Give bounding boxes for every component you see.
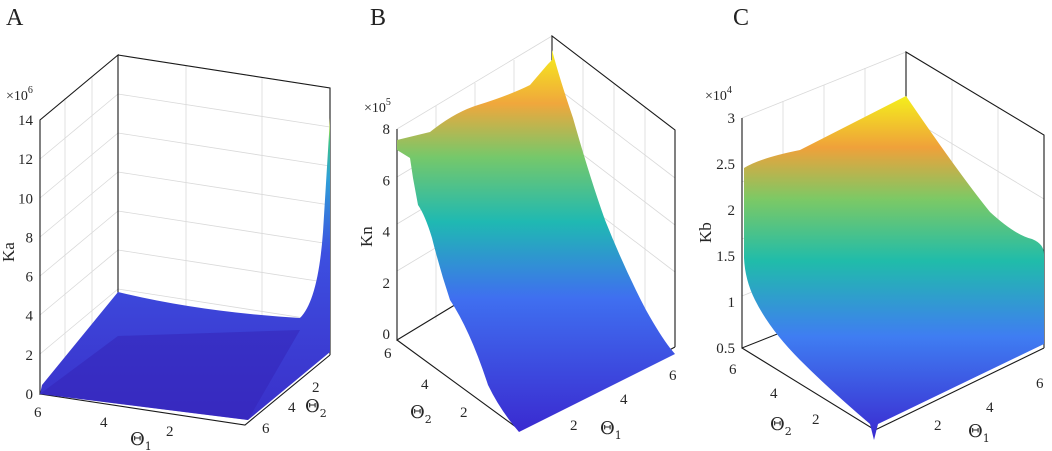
panel-c-ytick: 4	[770, 386, 778, 402]
panel-a-ytick: 6	[262, 421, 270, 437]
panel-a-xtick: 2	[166, 424, 174, 440]
z-tick-label: 0	[26, 387, 34, 403]
panel-a-surface-shade	[40, 330, 300, 420]
panel-b-ytick: 2	[460, 405, 468, 421]
z-tick-label: 6	[383, 173, 391, 189]
z-tick-label: 10	[18, 191, 33, 207]
panel-b-xtick: 6	[669, 368, 677, 384]
z-tick-label: 2	[383, 276, 391, 292]
panel-a-xtick: 6	[34, 405, 42, 421]
panel-b-xtick: 4	[620, 392, 628, 408]
panel-b: B 0 2 4 6 8 ×105 Kn 6 4 2 Θ2 2 4 6 Θ1	[357, 5, 677, 442]
panel-c-z-exponent: ×104	[705, 85, 732, 104]
panel-b-z-label: Kn	[357, 226, 376, 247]
panel-b-ytick: 4	[421, 377, 429, 393]
z-tick-label: 12	[18, 152, 33, 168]
z-tick-label: 3	[728, 111, 736, 127]
panel-a-xtick: 4	[100, 415, 108, 431]
panel-b-y-label: Θ2	[410, 402, 432, 426]
z-tick-label: 8	[383, 122, 391, 138]
panel-a-ytick: 2	[312, 380, 320, 396]
z-tick-label: 1.5	[716, 249, 735, 265]
panel-c-zticks: 0.5 1 1.5 2 2.5 3	[716, 111, 735, 357]
z-tick-label: 8	[26, 230, 34, 246]
panel-b-x-label: Θ1	[600, 418, 622, 442]
panel-label-c: C	[733, 5, 749, 31]
panel-c-y-label: Θ2	[770, 414, 792, 438]
z-tick-label: 6	[26, 270, 34, 286]
panel-c: C 0.5 1 1.5 2 2.5 3 ×104 Kb 6 4 2 Θ2 2 4 6 Θ1	[696, 5, 1045, 445]
panel-a-ytick: 4	[288, 400, 296, 416]
panel-c-xtick: 2	[934, 418, 942, 434]
panel-c-ytick: 6	[729, 362, 737, 378]
panel-a-y-label: Θ2	[305, 396, 327, 420]
z-tick-label: 4	[26, 309, 34, 325]
z-tick-label: 2.5	[716, 157, 735, 173]
panel-b-xtick: 2	[570, 418, 578, 434]
panel-a-zticks: 0 2 4 6 8 10 12 14	[18, 113, 34, 403]
panel-label-b: B	[370, 5, 386, 31]
z-tick-label: 14	[18, 113, 34, 129]
panel-a-z-label: Ka	[0, 242, 18, 262]
panel-c-surface	[744, 96, 1044, 440]
panel-c-z-label: Kb	[696, 222, 715, 243]
panel-b-ytick: 6	[384, 346, 392, 362]
z-tick-label: 1	[728, 295, 736, 311]
z-tick-label: 2	[26, 348, 34, 364]
panel-a-x-label: Θ1	[130, 429, 152, 451]
z-tick-label: 4	[383, 225, 391, 241]
z-tick-label: 2	[728, 203, 736, 219]
panel-b-surface	[397, 50, 675, 432]
panel-c-xtick: 6	[1036, 376, 1044, 392]
z-tick-label: 0	[383, 327, 391, 343]
z-tick-label: 0.5	[716, 341, 735, 357]
panel-label-a: A	[6, 5, 24, 31]
panel-b-z-exponent: ×105	[364, 97, 391, 116]
panel-c-x-label: Θ1	[968, 421, 990, 445]
panel-c-ytick: 2	[812, 412, 820, 428]
panel-b-zticks: 0 2 4 6 8	[383, 122, 391, 343]
panel-a-z-exponent: ×106	[6, 85, 33, 104]
panel-c-xtick: 4	[986, 400, 994, 416]
